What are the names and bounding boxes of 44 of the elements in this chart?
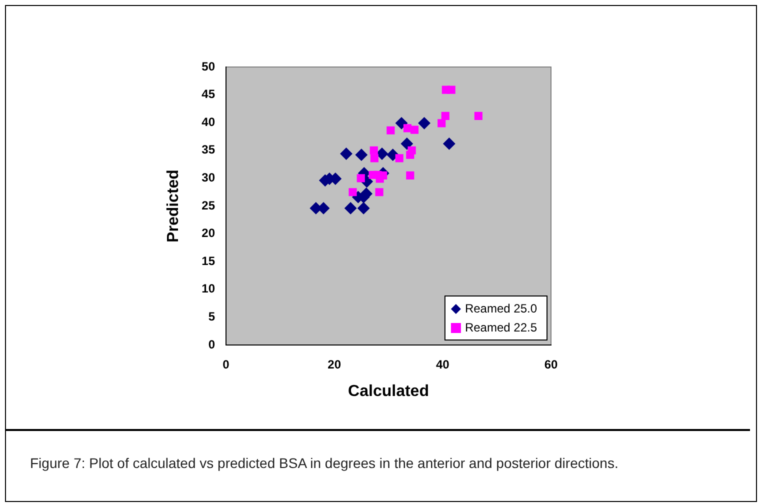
point: [403, 124, 412, 132]
y-tick-label: 30: [202, 170, 216, 185]
y-tick-label: 10: [202, 282, 216, 296]
y-tick-label: 40: [202, 114, 216, 129]
y-tick-label: 50: [202, 59, 216, 74]
point: [386, 148, 399, 161]
legend-label: Reamed 25.0: [464, 301, 538, 316]
legend-label: Reamed 22.5: [464, 320, 538, 334]
point: [396, 117, 408, 130]
x-tick-label: 60: [544, 358, 558, 372]
x-tick-label: 20: [328, 358, 342, 372]
y-tick-label: 5: [208, 310, 216, 324]
point: [447, 86, 456, 94]
y-tick-label: 25: [202, 198, 216, 212]
x-axis-title: Calculated: [348, 382, 429, 400]
point: [474, 112, 482, 120]
point: [344, 202, 357, 214]
point: [358, 202, 370, 214]
point: [375, 188, 384, 196]
y-tick-label: 0: [208, 337, 216, 352]
point: [410, 126, 419, 134]
point: [355, 148, 368, 161]
point: [395, 154, 404, 162]
point: [406, 171, 414, 180]
y-tick-label: 35: [202, 142, 216, 157]
point: [340, 148, 352, 160]
point: [438, 119, 446, 128]
point: [356, 174, 365, 182]
x-tick-label: 40: [436, 358, 450, 372]
point: [443, 138, 456, 150]
point: [408, 146, 416, 154]
y-axis-title: Predicted: [165, 170, 182, 242]
y-tick-label: 15: [202, 254, 216, 268]
caption: Figure 7: Plot of calculated vs predicted BSA in degrees in the anterior and posterior directions.: [30, 455, 618, 471]
point: [441, 112, 450, 120]
point: [370, 154, 378, 162]
point: [370, 146, 378, 154]
point: [400, 138, 413, 150]
y-tick-label: 45: [202, 87, 216, 102]
x-tick-label: 0: [222, 358, 230, 372]
point: [348, 188, 357, 196]
point: [386, 126, 395, 134]
y-tick-label: 20: [202, 226, 216, 240]
point: [418, 117, 430, 130]
